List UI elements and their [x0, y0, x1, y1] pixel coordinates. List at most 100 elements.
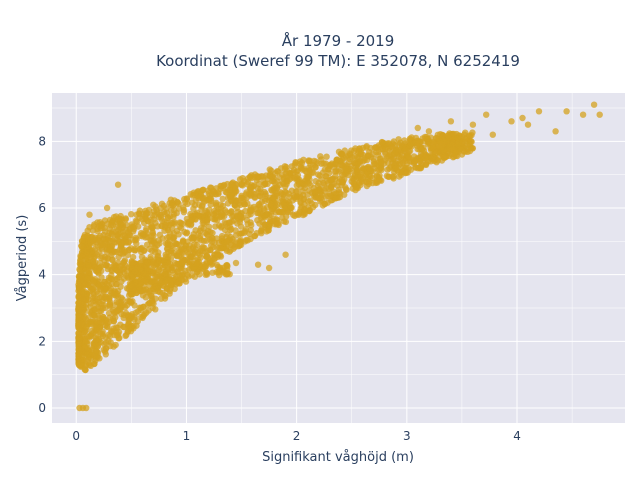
data-point: [375, 176, 383, 184]
data-point: [146, 287, 154, 294]
data-point: [299, 187, 307, 195]
data-point: [229, 213, 236, 220]
data-point: [213, 261, 221, 269]
data-point: [353, 166, 360, 173]
data-point: [75, 273, 83, 280]
data-point: [224, 263, 231, 270]
data-point: [233, 181, 240, 188]
data-point: [127, 312, 134, 320]
data-point: [213, 185, 220, 192]
y-axis-title: Vågperiod (s): [15, 215, 30, 302]
y-tick-label: 6: [38, 201, 46, 215]
data-point: [109, 228, 117, 235]
data-point: [444, 145, 452, 153]
chart-title-line1: År 1979 - 2019: [282, 31, 395, 50]
data-point: [118, 294, 125, 301]
data-point: [99, 305, 106, 312]
data-point: [140, 303, 147, 310]
data-point: [90, 260, 98, 268]
data-point: [450, 130, 457, 138]
data-point: [433, 159, 440, 166]
data-point: [124, 251, 131, 259]
data-point: [361, 156, 368, 164]
data-point: [83, 323, 90, 330]
data-point: [150, 238, 157, 245]
plot-area: [52, 93, 625, 423]
data-point: [196, 251, 204, 258]
data-point: [94, 268, 102, 276]
data-point: [117, 321, 124, 328]
data-point: [201, 194, 208, 202]
data-point: [227, 233, 234, 241]
data-point: [148, 232, 155, 240]
data-point: [149, 299, 156, 306]
data-point: [211, 239, 218, 246]
data-point: [306, 206, 313, 214]
data-point: [207, 228, 214, 236]
data-point: [187, 210, 194, 218]
data-point: [407, 166, 415, 173]
data-point: [282, 251, 289, 258]
y-tick-label: 2: [38, 334, 46, 348]
data-point: [189, 253, 196, 261]
data-point: [437, 131, 444, 138]
data-point: [422, 161, 429, 168]
data-point: [180, 209, 188, 216]
data-point: [265, 264, 273, 272]
data-point: [105, 309, 113, 317]
data-point: [232, 240, 240, 247]
data-point: [114, 308, 121, 315]
data-point: [248, 222, 255, 229]
data-point: [406, 142, 414, 149]
data-point: [154, 223, 161, 230]
data-point: [226, 186, 233, 193]
data-point: [123, 221, 130, 229]
data-point: [87, 254, 94, 261]
data-point: [115, 215, 123, 222]
data-point: [425, 128, 433, 135]
data-point: [195, 212, 202, 219]
data-point: [138, 313, 145, 321]
data-point: [90, 342, 98, 349]
data-point: [120, 232, 127, 239]
data-point: [274, 184, 281, 191]
data-point: [106, 247, 113, 254]
data-point: [148, 222, 155, 229]
data-point: [75, 281, 82, 288]
data-point: [312, 189, 319, 196]
data-point: [260, 181, 267, 188]
data-point: [333, 168, 340, 175]
data-point: [114, 181, 122, 188]
data-point: [152, 273, 159, 280]
data-point: [447, 118, 455, 125]
data-point: [217, 205, 225, 212]
data-point: [212, 201, 220, 208]
data-point: [116, 334, 123, 342]
data-point: [104, 255, 111, 262]
data-point: [256, 193, 264, 200]
data-point: [300, 156, 307, 163]
data-point: [128, 211, 135, 218]
data-points: [75, 101, 603, 412]
data-point: [317, 153, 324, 160]
data-point: [183, 230, 190, 237]
data-point: [457, 145, 464, 152]
data-point: [94, 236, 102, 243]
data-point: [279, 179, 287, 186]
data-point: [224, 270, 231, 277]
data-point: [142, 294, 149, 301]
data-point: [236, 218, 244, 226]
data-point: [408, 134, 415, 141]
data-point: [168, 278, 176, 285]
data-point: [376, 143, 384, 150]
data-point: [364, 152, 372, 159]
data-point: [258, 213, 266, 220]
data-point: [132, 309, 140, 316]
data-point: [301, 206, 308, 213]
data-point: [101, 286, 108, 293]
data-point: [91, 360, 98, 368]
data-point: [293, 182, 300, 189]
data-point: [99, 319, 106, 326]
data-point: [178, 245, 185, 252]
data-point: [181, 195, 188, 203]
